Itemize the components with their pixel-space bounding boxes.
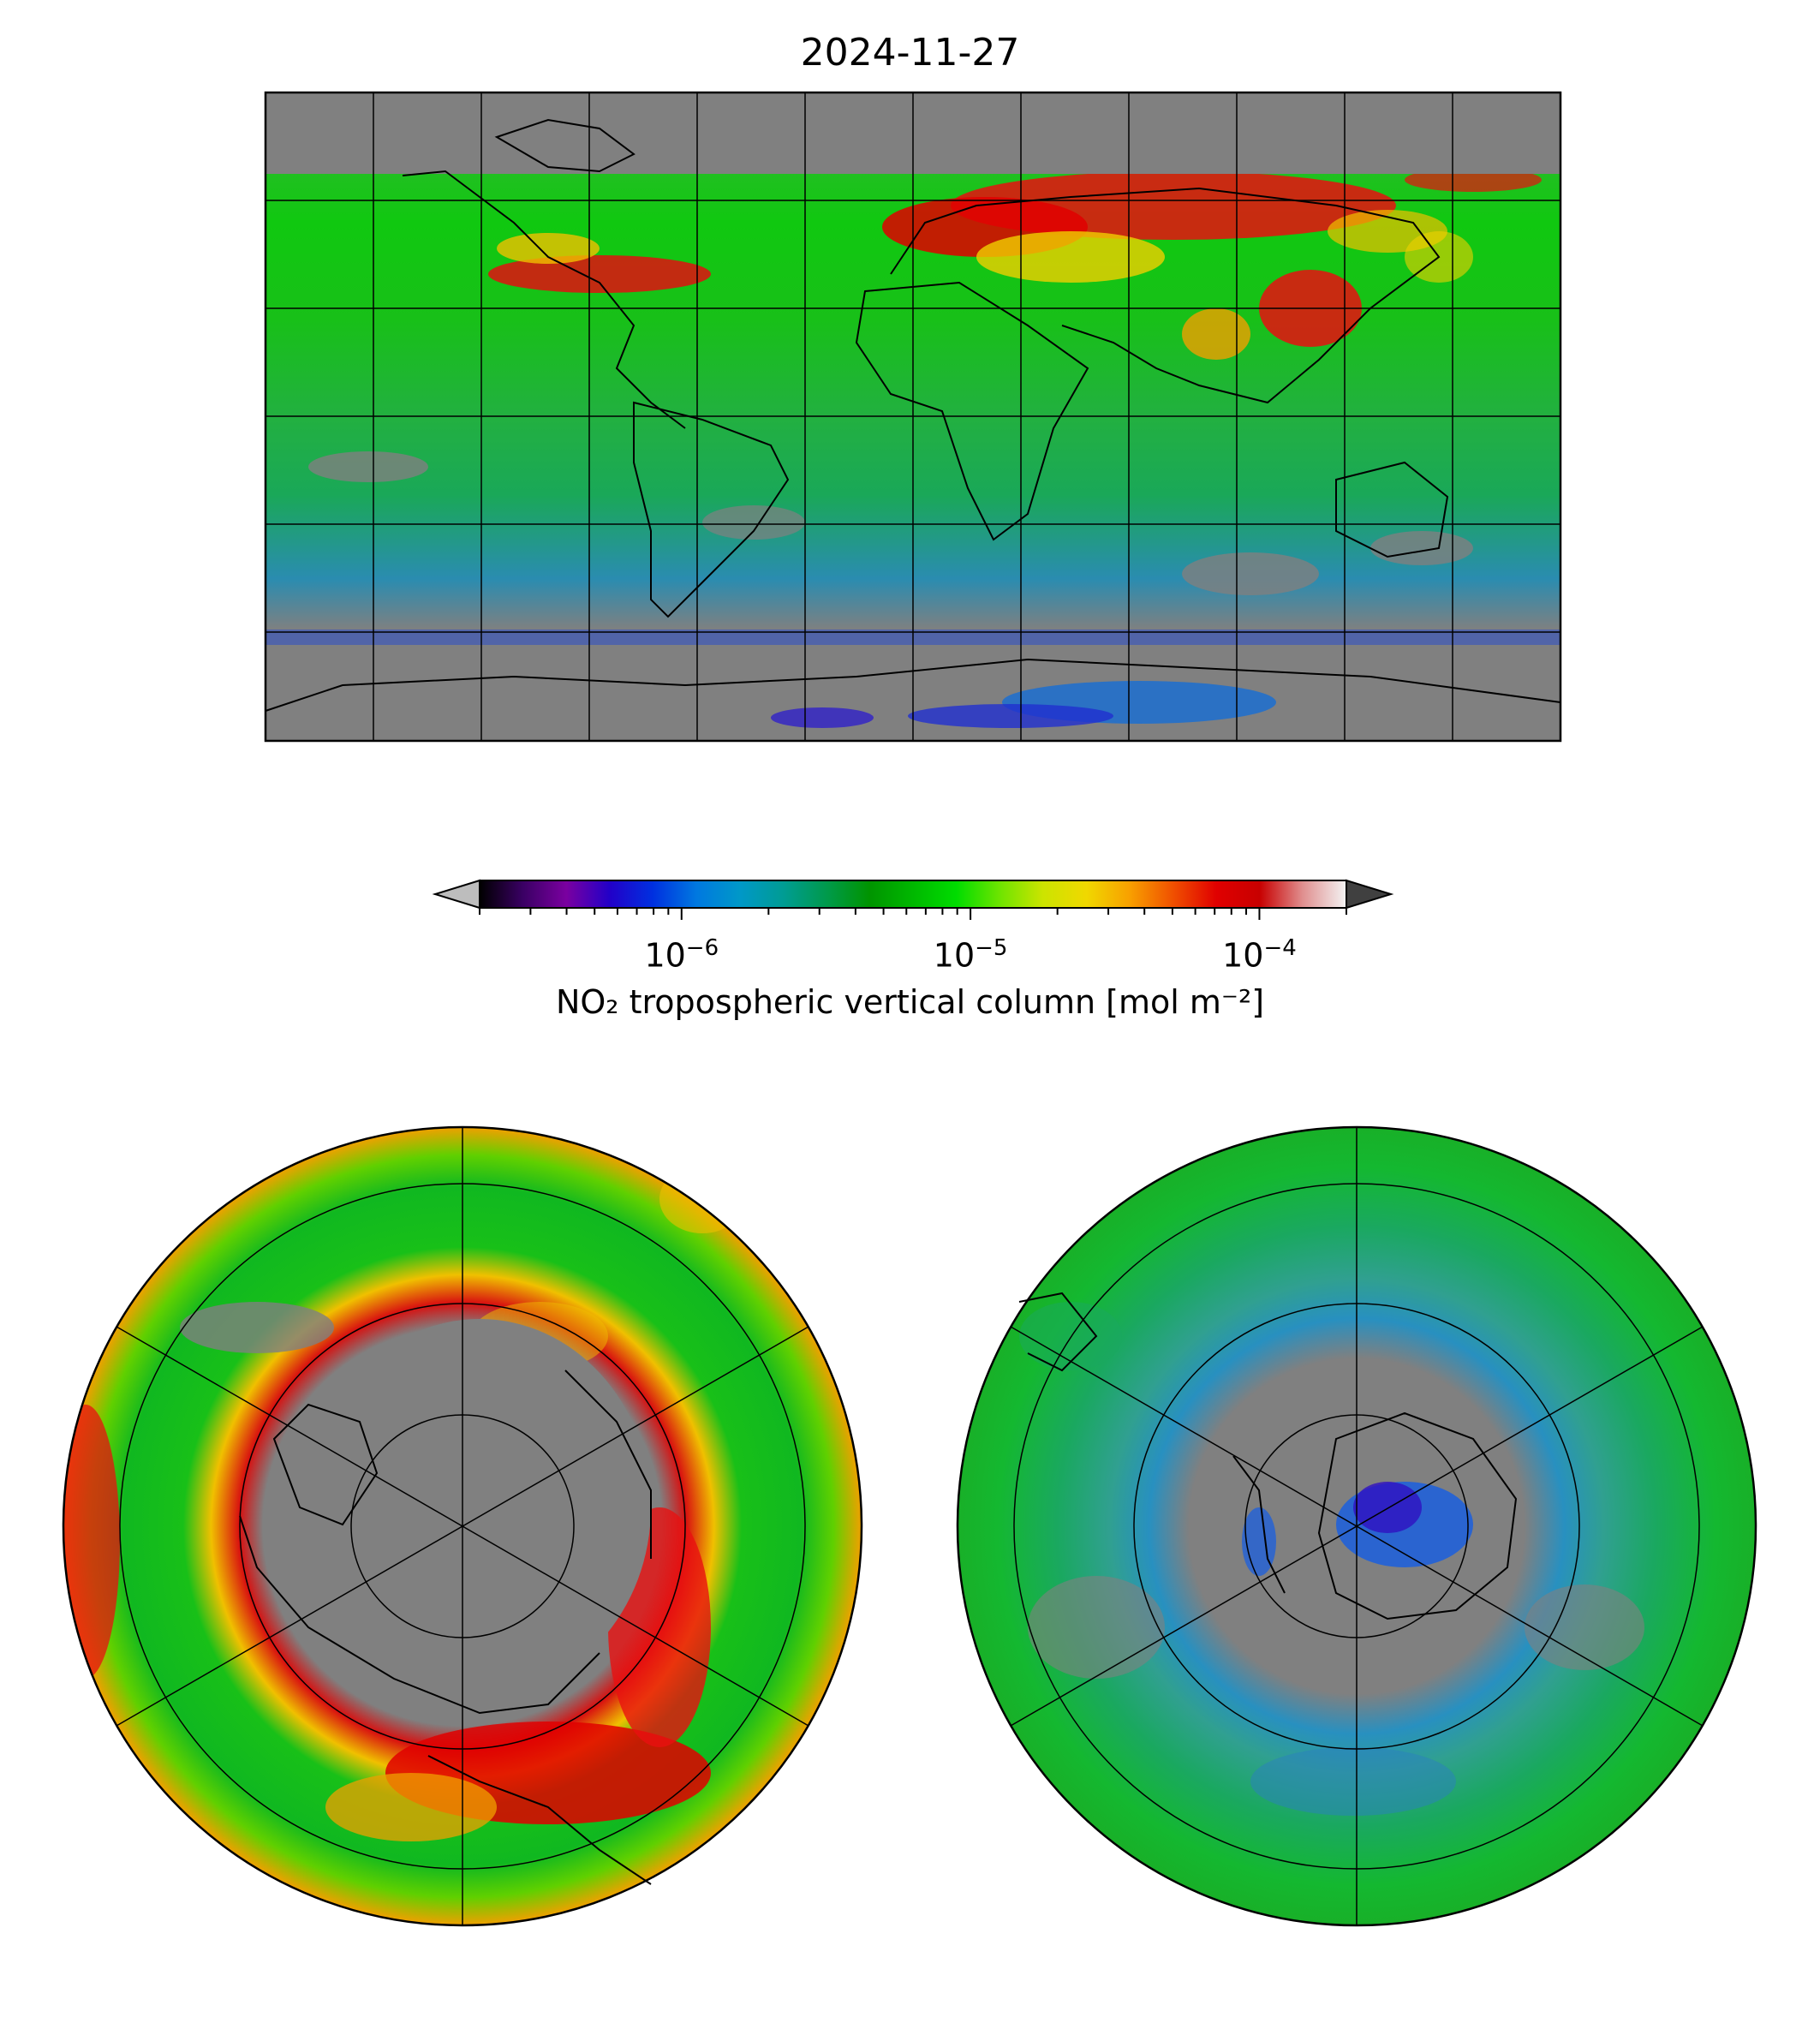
colorbar-label: NO₂ tropospheric vertical column [mol m⁻… [555, 983, 1265, 1021]
north-polar-coastlines [239, 1370, 652, 1885]
north-polar-gridlines [116, 1127, 809, 1925]
colorbar-tick-label: 10−5 [933, 935, 1008, 975]
global-map-gridlines [266, 92, 1560, 741]
colorbar-under-extension [432, 879, 480, 910]
south-polar-gridlines [1010, 1127, 1704, 1925]
global-map-frame [264, 91, 1562, 743]
figure-title: 2024-11-27 [800, 31, 1020, 75]
global-map-coastlines [265, 118, 1561, 712]
north-polar-frame [62, 1125, 863, 1927]
south-polar-frame [956, 1125, 1757, 1927]
south-polar-map [956, 1125, 1757, 1927]
colorbar-tick-label: 10−4 [1222, 935, 1297, 975]
colorbar [432, 879, 1394, 920]
north-polar-map [62, 1125, 863, 1927]
south-polar-hotspots [1019, 1302, 1644, 1816]
colorbar-frame [479, 880, 1347, 909]
south-polar-coastlines [1018, 1292, 1518, 1620]
colorbar-tick-label: 10−6 [644, 935, 719, 975]
colorbar-over-extension [1346, 879, 1394, 910]
global-map [264, 91, 1562, 743]
colorbar-ticks [479, 908, 1347, 920]
colorbar-gradient [480, 880, 1346, 908]
